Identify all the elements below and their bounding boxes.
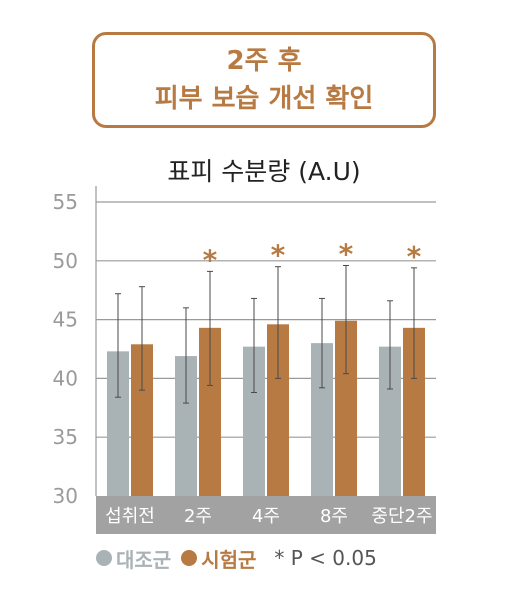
bar [267, 324, 289, 496]
x-tick-label: 8주 [320, 506, 348, 527]
bar [243, 346, 265, 496]
significance-star: * [203, 243, 218, 276]
significance-note: * P < 0.05 [274, 546, 377, 570]
legend-swatch-test [181, 550, 198, 566]
title-box: 2주 후 피부 보습 개선 확인 [92, 32, 436, 128]
legend-item-test: 시험군 [181, 544, 256, 573]
significance-star: * [407, 240, 422, 273]
y-tick-label: 40 [53, 366, 78, 390]
bar [335, 320, 357, 496]
bar [175, 356, 197, 496]
bar [107, 351, 129, 496]
y-tick-label: 45 [53, 308, 78, 332]
legend-swatch-control [96, 550, 112, 566]
bar [131, 344, 153, 496]
significance-star: * [271, 239, 286, 272]
chart-title: 표피 수분량 (A.U) [167, 157, 361, 186]
bar [379, 346, 401, 496]
y-tick-label: 55 [53, 190, 78, 214]
legend-label-test: 시험군 [201, 547, 257, 572]
y-tick-label: 50 [53, 249, 78, 273]
title-line-2: 피부 보습 개선 확인 [154, 84, 374, 114]
x-tick-label: 중단2주 [371, 506, 432, 527]
x-tick-label: 섭취전 [105, 506, 155, 527]
legend: 대조군 시험군 * P < 0.05 [96, 544, 377, 572]
y-tick-label: 35 [53, 425, 78, 449]
significance-star: * [339, 238, 354, 271]
title-line-1: 2주 후 [226, 46, 302, 76]
x-tick-label: 4주 [252, 506, 280, 527]
bar [199, 327, 221, 496]
legend-label-control: 대조군 [116, 547, 172, 572]
x-tick-label: 2주 [184, 506, 212, 527]
y-tick-label: 30 [53, 484, 78, 508]
bar [403, 327, 425, 496]
x-axis-band [96, 496, 436, 534]
bar [311, 343, 333, 496]
legend-item-control: 대조군 [96, 544, 171, 573]
